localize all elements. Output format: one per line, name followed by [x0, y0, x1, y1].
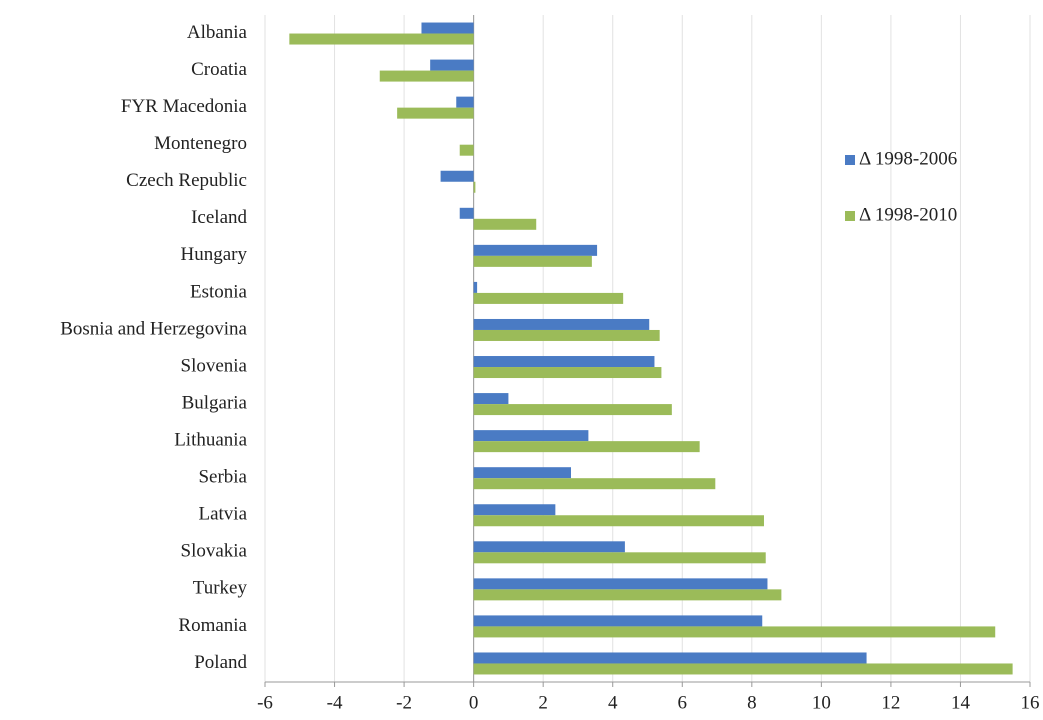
- x-tick-label: -4: [327, 692, 343, 713]
- bar: [473, 467, 571, 479]
- y-tick-label: Slovakia: [181, 541, 248, 562]
- bar: [459, 207, 474, 219]
- y-tick-label: Montenegro: [154, 133, 247, 154]
- bar: [473, 441, 700, 453]
- y-tick-label: FYR Macedonia: [121, 96, 248, 117]
- bar: [473, 552, 766, 564]
- bar: [473, 393, 509, 405]
- x-tick-label: -2: [396, 692, 412, 713]
- x-tick-label: 0: [469, 692, 479, 713]
- bar: [289, 33, 474, 45]
- legend-swatch: [845, 155, 855, 165]
- bar: [473, 404, 672, 416]
- y-tick-label: Serbia: [198, 467, 247, 488]
- bar: [473, 281, 478, 293]
- bar: [473, 478, 716, 490]
- x-tick-label: 8: [747, 692, 757, 713]
- bar: [397, 107, 474, 119]
- bar: [473, 578, 768, 590]
- y-tick-label: Albania: [187, 22, 248, 43]
- bar: [473, 255, 592, 267]
- y-tick-label: Turkey: [193, 578, 248, 599]
- bar: [421, 22, 474, 34]
- bar: [456, 96, 474, 108]
- bar: [473, 515, 764, 527]
- legend-label: Δ 1998-2010: [859, 204, 957, 225]
- bar: [473, 244, 598, 256]
- bar: [473, 504, 556, 516]
- y-tick-label: Croatia: [191, 59, 247, 80]
- y-tick-label: Czech Republic: [126, 170, 247, 191]
- x-tick-label: 14: [951, 692, 971, 713]
- x-tick-label: 4: [608, 692, 618, 713]
- x-tick-label: 12: [881, 692, 900, 713]
- bar: [459, 144, 474, 156]
- x-tick-label: 16: [1021, 692, 1040, 713]
- x-tick-label: 10: [812, 692, 831, 713]
- bar: [473, 329, 660, 341]
- x-tick-label: 2: [538, 692, 548, 713]
- y-tick-label: Slovenia: [181, 355, 248, 376]
- y-tick-label: Estonia: [190, 281, 248, 302]
- bar: [473, 356, 655, 368]
- bar: [473, 663, 1013, 675]
- x-tick-label: 6: [678, 692, 688, 713]
- y-tick-label: Hungary: [181, 244, 248, 265]
- bar: [473, 626, 996, 638]
- legend-label: Δ 1998-2006: [859, 148, 957, 169]
- bar: [473, 218, 537, 230]
- y-tick-label: Bosnia and Herzegovina: [60, 318, 247, 339]
- y-tick-label: Bulgaria: [182, 392, 248, 413]
- bar: [473, 541, 625, 553]
- y-tick-label: Romania: [178, 615, 247, 636]
- bar: [379, 70, 474, 82]
- legend-swatch: [845, 211, 855, 221]
- y-tick-label: Iceland: [191, 207, 247, 228]
- bar: [473, 292, 624, 304]
- bar: [473, 181, 476, 193]
- bar: [473, 589, 782, 601]
- bar: [473, 430, 589, 442]
- x-tick-label: -6: [257, 692, 273, 713]
- bar: [473, 318, 650, 330]
- bar: [473, 367, 662, 379]
- y-tick-label: Latvia: [198, 504, 247, 525]
- y-tick-label: Lithuania: [174, 429, 247, 450]
- y-tick-label: Poland: [194, 652, 247, 673]
- bar: [473, 652, 867, 664]
- bar: [430, 59, 474, 71]
- bar: [473, 615, 763, 627]
- bar: [440, 170, 474, 182]
